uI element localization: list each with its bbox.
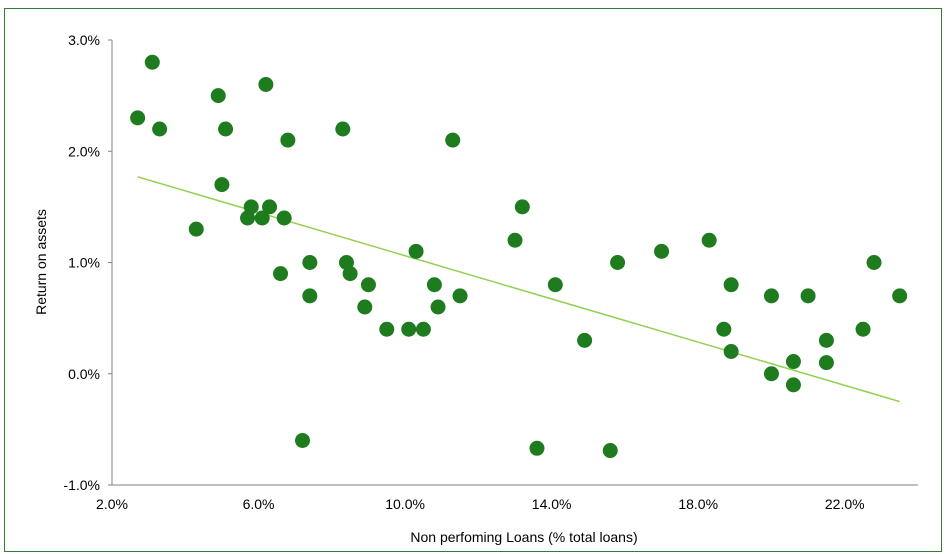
data-point	[577, 332, 593, 348]
axes	[111, 40, 918, 486]
data-point	[262, 199, 278, 215]
data-point	[144, 54, 160, 70]
data-point	[295, 433, 311, 448]
data-points	[130, 54, 908, 459]
y-tick-label: 3.0%	[68, 32, 100, 48]
data-point	[785, 354, 801, 370]
y-tick-label: -1.0%	[63, 477, 100, 493]
data-point	[302, 288, 318, 304]
data-point	[602, 443, 618, 459]
data-point	[723, 344, 739, 359]
data-point	[654, 243, 670, 259]
x-axis-title: Non perfoming Loans (% total loans)	[410, 529, 637, 545]
x-tick-label: 18.0%	[678, 496, 718, 512]
data-point	[188, 221, 204, 237]
data-point	[800, 288, 816, 304]
data-point	[701, 232, 717, 248]
x-tick-label: 2.0%	[96, 496, 128, 512]
data-point	[214, 177, 230, 193]
data-point	[280, 132, 296, 148]
data-point	[763, 366, 779, 382]
data-point	[401, 321, 417, 337]
data-point	[892, 288, 908, 304]
y-tick-label: 0.0%	[68, 366, 100, 382]
data-point	[785, 377, 801, 393]
data-point	[818, 355, 834, 371]
x-tick-label: 10.0%	[385, 496, 425, 512]
y-axis-title: Return on assets	[33, 209, 49, 315]
x-tick-label: 22.0%	[825, 496, 865, 512]
data-point	[254, 210, 270, 226]
data-point	[855, 321, 871, 337]
data-point	[218, 121, 234, 137]
data-point	[335, 121, 351, 137]
data-point	[547, 277, 563, 293]
data-point	[415, 321, 431, 337]
data-point	[357, 299, 373, 315]
data-point	[610, 255, 626, 270]
data-point	[243, 199, 259, 215]
data-point	[763, 288, 779, 304]
data-point	[360, 277, 376, 293]
x-tick-label: 14.0%	[532, 496, 572, 512]
data-point	[342, 266, 358, 282]
data-point	[818, 332, 834, 348]
tick-labels: 3.0% 2.0% 1.0% 0.0% -1.0% 2.0% 6.0% 10.0% 14.0% 1…	[63, 32, 864, 512]
y-tick-label: 2.0%	[68, 143, 100, 159]
data-point	[514, 199, 530, 215]
data-point	[529, 440, 545, 456]
data-point	[276, 210, 292, 226]
data-point	[507, 232, 523, 248]
data-point	[152, 121, 168, 137]
data-point	[258, 77, 274, 92]
data-point	[379, 321, 395, 337]
data-point	[302, 255, 318, 270]
y-tick-label: 1.0%	[68, 255, 100, 271]
data-point	[430, 299, 446, 315]
data-point	[130, 110, 146, 126]
data-point	[426, 277, 442, 293]
data-point	[210, 88, 226, 104]
data-point	[408, 243, 424, 259]
data-point	[723, 277, 739, 293]
data-point	[452, 288, 468, 304]
data-point	[866, 255, 882, 270]
chart-frame	[4, 8, 942, 552]
x-tick-label: 6.0%	[243, 496, 275, 512]
data-point	[445, 132, 461, 148]
data-point	[716, 321, 732, 337]
data-point	[273, 266, 289, 282]
